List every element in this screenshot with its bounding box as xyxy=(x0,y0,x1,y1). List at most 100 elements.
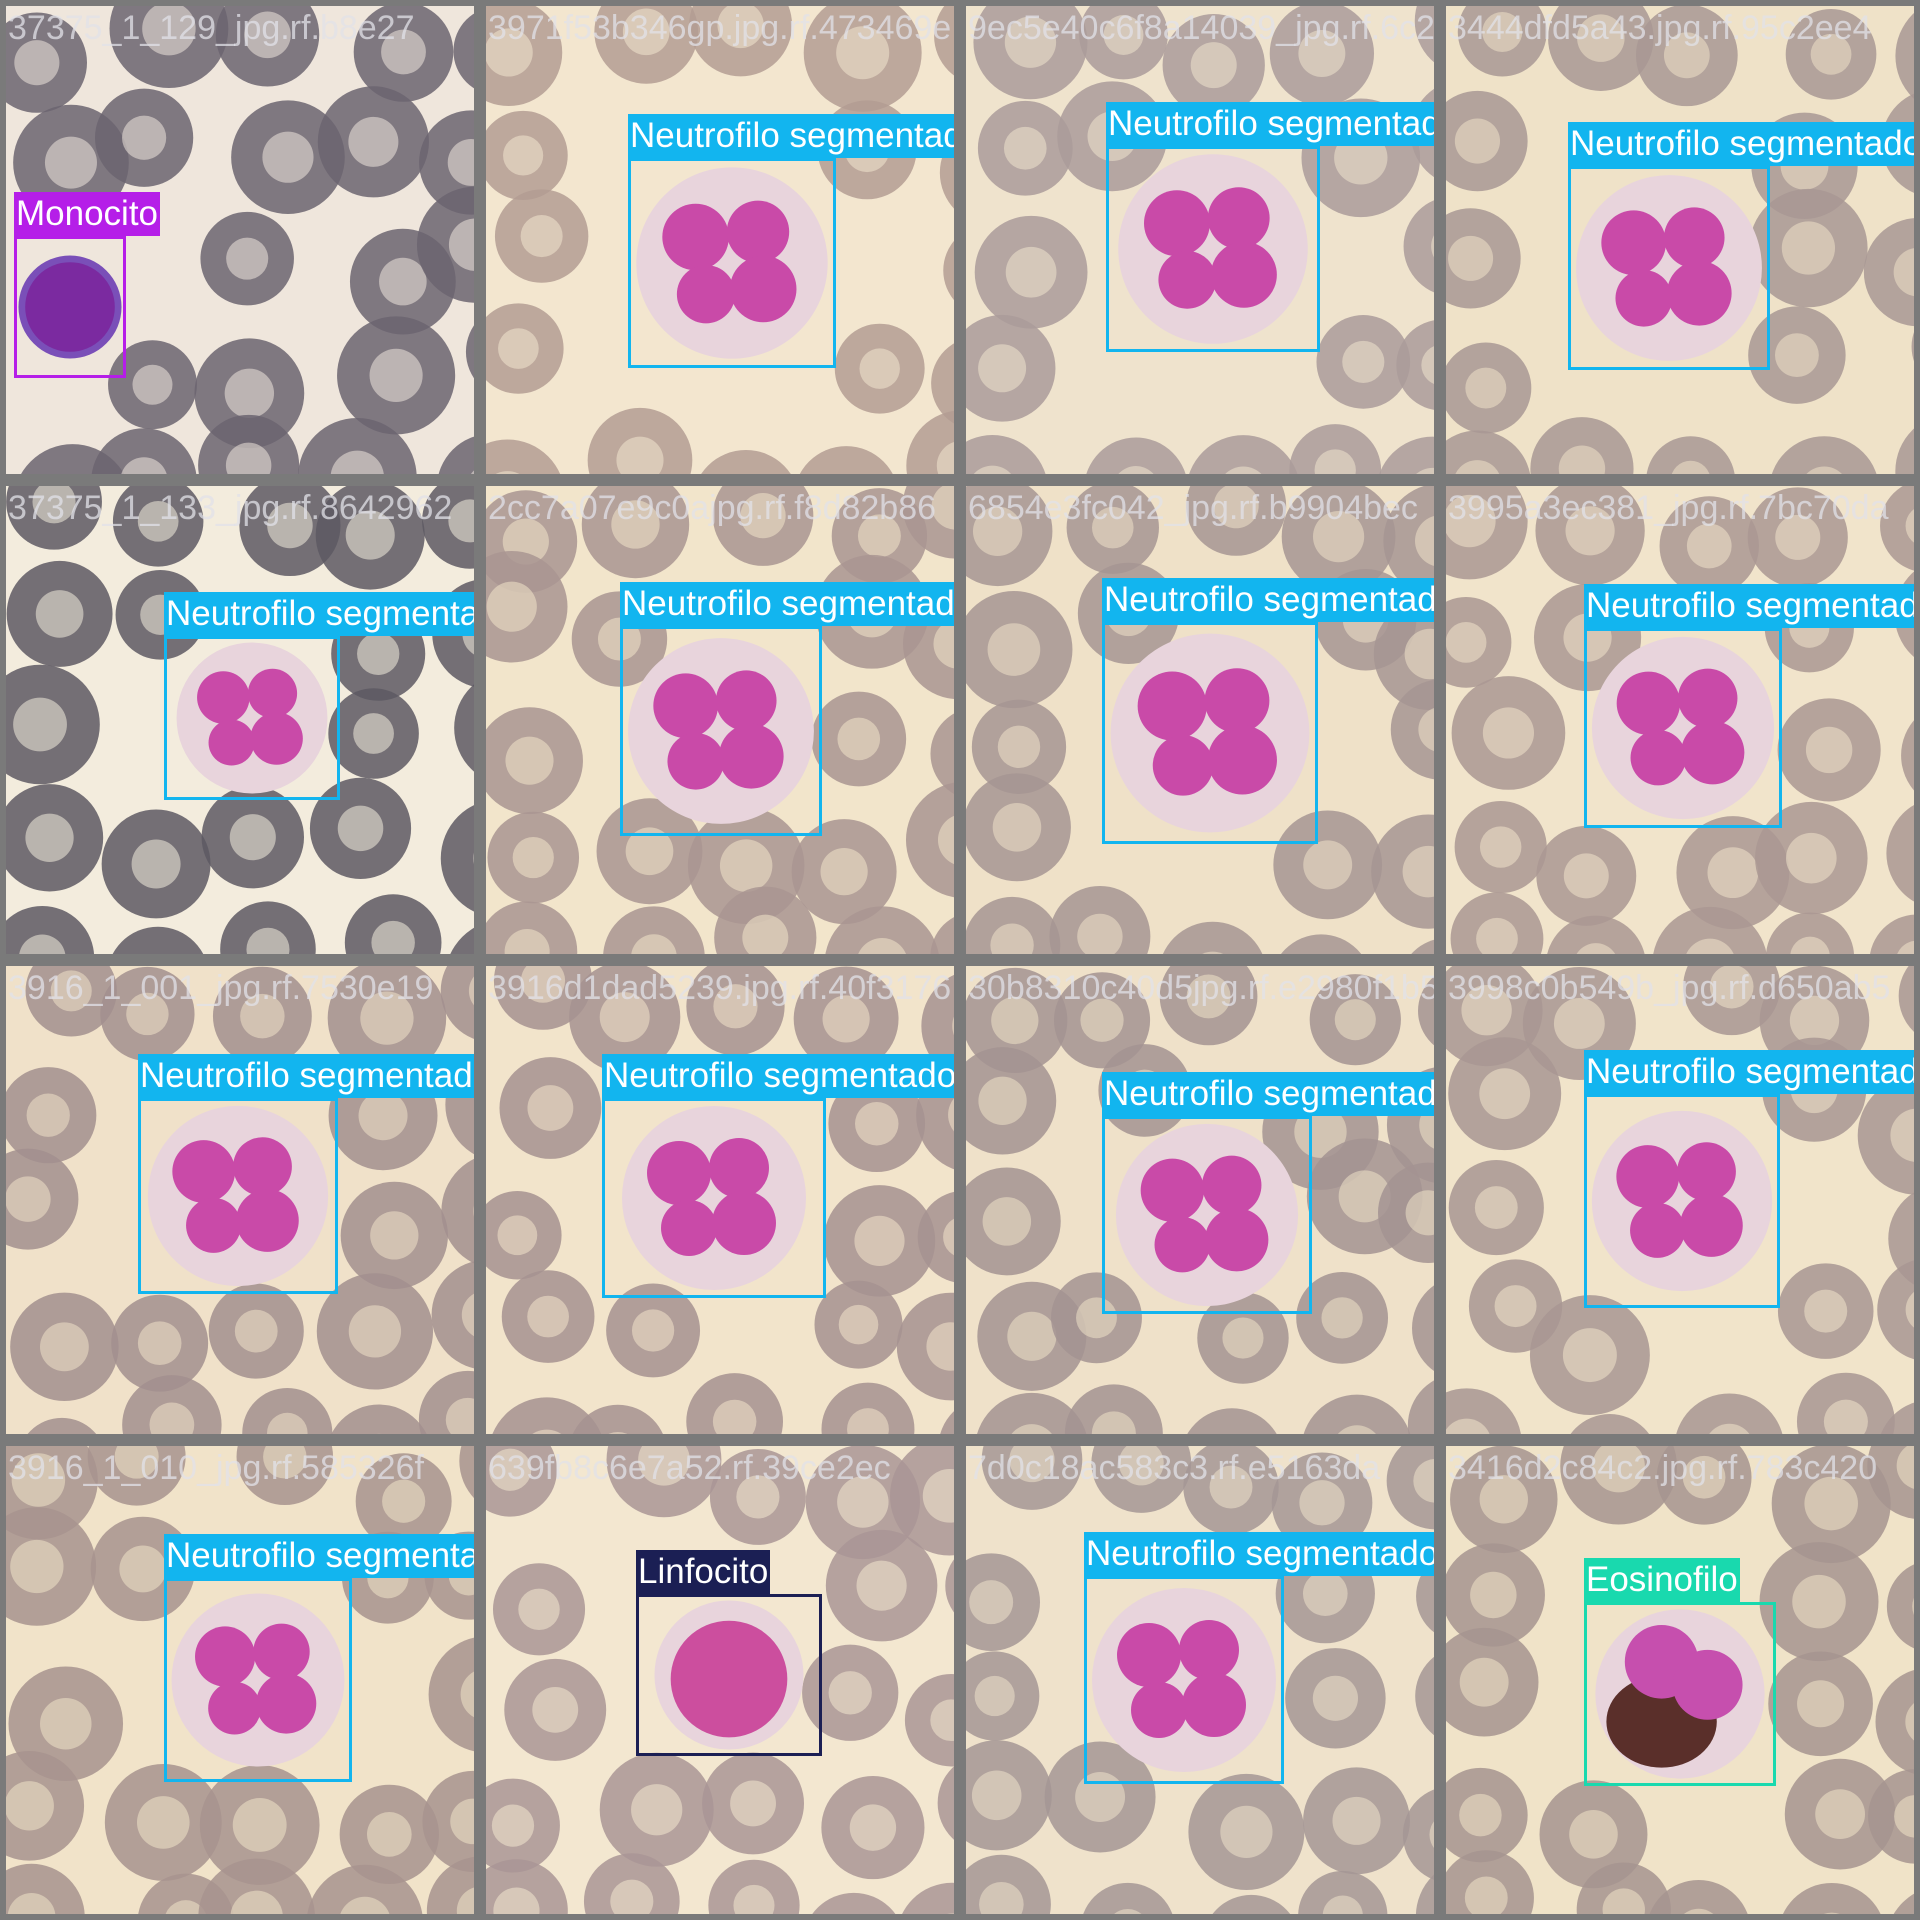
red-blood-cell xyxy=(828,1075,926,1173)
red-blood-cell xyxy=(821,1776,925,1880)
nucleus-lobe xyxy=(718,723,784,789)
red-blood-cell xyxy=(974,215,1088,329)
red-blood-cell xyxy=(25,966,117,1037)
red-blood-cell xyxy=(307,1864,423,1914)
red-blood-cell xyxy=(1875,1669,1914,1774)
nucleus-lobe xyxy=(1117,1623,1181,1687)
red-blood-cell xyxy=(104,1763,222,1881)
red-blood-cell xyxy=(834,323,925,414)
nucleus-lobe xyxy=(233,1137,292,1196)
red-blood-cell xyxy=(501,1270,595,1363)
red-blood-cell xyxy=(937,1766,954,1840)
red-blood-cell xyxy=(1646,436,1735,474)
red-blood-cell xyxy=(1785,8,1877,100)
red-blood-cell xyxy=(1576,1862,1671,1914)
red-blood-cell xyxy=(422,486,474,569)
red-blood-cell xyxy=(966,1651,1040,1741)
red-blood-cell xyxy=(459,1446,474,1499)
red-blood-cell xyxy=(215,6,320,87)
red-blood-cell xyxy=(486,707,583,815)
nucleus-lobe xyxy=(256,1673,317,1734)
red-blood-cell xyxy=(966,773,1071,882)
red-blood-cell xyxy=(486,550,568,663)
red-blood-cell xyxy=(10,1292,119,1402)
red-blood-cell xyxy=(6,560,113,667)
red-blood-cell xyxy=(1747,487,1848,588)
nucleus-lobe xyxy=(1677,1142,1736,1201)
blood-smear-image xyxy=(1446,6,1914,474)
red-blood-cell xyxy=(1446,342,1532,434)
blood-smear-image xyxy=(6,486,474,954)
red-blood-cell xyxy=(1895,428,1914,474)
nucleus-lobe xyxy=(1158,251,1217,309)
red-blood-cell xyxy=(1379,436,1434,474)
red-blood-cell xyxy=(122,1375,222,1434)
red-blood-cell xyxy=(1271,1452,1373,1554)
detection-label: Neutrofilo segmentado xyxy=(620,582,954,626)
red-blood-cell xyxy=(821,1382,915,1434)
red-blood-cell xyxy=(1049,885,1151,954)
red-blood-cell xyxy=(1044,1741,1156,1853)
nucleus-lobe xyxy=(1616,1145,1680,1208)
red-blood-cell xyxy=(689,6,793,77)
red-blood-cell xyxy=(27,1417,97,1434)
red-blood-cell xyxy=(1771,1446,1891,1564)
red-blood-cell xyxy=(714,886,817,954)
nucleus-lobe xyxy=(709,1138,769,1198)
detection-box xyxy=(138,1098,338,1294)
blood-smear-image xyxy=(6,1446,474,1914)
red-blood-cell xyxy=(355,1453,452,1550)
mosaic-tile: 639fb8c6e7a52.rf.39ce2ec Linfocito xyxy=(480,1440,960,1920)
red-blood-cell xyxy=(981,1446,1083,1510)
red-blood-cell xyxy=(6,905,95,954)
nucleus-lobe xyxy=(676,265,736,324)
red-blood-cell xyxy=(921,974,954,1077)
red-blood-cell xyxy=(709,1448,806,1545)
red-blood-cell xyxy=(1898,966,1914,1032)
red-blood-cell xyxy=(353,6,454,102)
red-blood-cell xyxy=(791,819,897,925)
red-blood-cell xyxy=(199,1765,320,1885)
red-blood-cell xyxy=(1446,486,1528,580)
red-blood-cell xyxy=(317,86,429,198)
red-blood-cell xyxy=(905,782,954,898)
red-blood-cell xyxy=(337,316,456,435)
red-blood-cell xyxy=(1446,430,1531,474)
red-blood-cell xyxy=(1867,1446,1914,1519)
red-blood-cell xyxy=(242,1388,333,1434)
red-blood-cell xyxy=(1901,720,1914,791)
red-blood-cell xyxy=(111,1294,209,1392)
red-blood-cell xyxy=(1296,1271,1389,1364)
blood-smear-image xyxy=(966,966,1434,1434)
red-blood-cell xyxy=(504,1658,607,1761)
red-blood-cell xyxy=(315,486,425,590)
red-blood-cell xyxy=(1759,1542,1879,1662)
nucleus-lobe xyxy=(253,1623,310,1680)
mosaic-tile: 3444dfd5a43.jpg.rf.95c2ee4 Neutrofilo seg… xyxy=(1440,0,1920,480)
red-blood-cell xyxy=(486,1446,558,1517)
blood-smear-image xyxy=(486,1446,954,1914)
red-blood-cell xyxy=(1316,315,1411,409)
blood-smear-image xyxy=(6,6,474,474)
red-blood-cell xyxy=(966,486,1053,587)
red-blood-cell xyxy=(1309,974,1401,1066)
red-blood-cell xyxy=(971,699,1067,794)
red-blood-cell xyxy=(1535,486,1645,586)
blood-smear-image xyxy=(486,6,954,474)
nucleus-lobe xyxy=(1680,1194,1743,1257)
red-blood-cell xyxy=(220,901,316,954)
red-blood-cell xyxy=(1635,6,1738,107)
mosaic-tile: 3971f53b346gp.jpg.rf.473469e Neutrofilo s… xyxy=(480,0,960,480)
detection-box xyxy=(164,1578,352,1782)
detection-box xyxy=(1102,622,1318,844)
white-blood-cell xyxy=(1110,633,1310,833)
red-blood-cell xyxy=(1273,810,1383,920)
red-blood-cell xyxy=(1390,679,1434,780)
white-blood-cell xyxy=(147,1105,329,1287)
red-blood-cell xyxy=(1051,1272,1142,1364)
red-blood-cell xyxy=(1197,1292,1289,1384)
red-blood-cell xyxy=(1784,1758,1896,1870)
red-blood-cell xyxy=(1373,597,1434,711)
detection-box xyxy=(1568,166,1770,370)
red-blood-cell xyxy=(212,966,312,1066)
